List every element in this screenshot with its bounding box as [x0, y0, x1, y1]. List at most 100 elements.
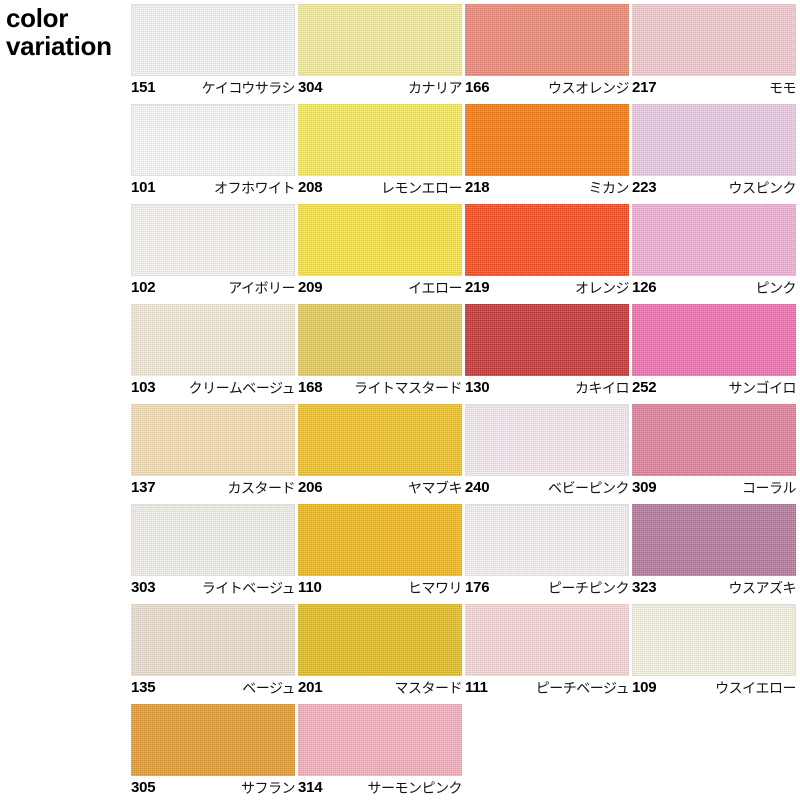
color-swatch-name: クリームベージュ [188, 379, 296, 396]
color-swatch-code: 209 [298, 279, 323, 296]
color-swatch-cell[interactable]: 137 カスタード [131, 404, 295, 497]
color-swatch-code: 219 [465, 279, 490, 296]
color-swatch-cell[interactable]: 168 ライトマスタード [298, 304, 463, 397]
color-swatch-cell[interactable]: 252 サンゴイロ [632, 304, 796, 397]
color-swatch-chip[interactable] [298, 104, 462, 176]
color-swatch-chip[interactable] [131, 4, 295, 76]
color-swatch-cell[interactable]: 126 ピンク [632, 204, 796, 297]
color-swatch-chip[interactable] [298, 204, 462, 276]
color-swatch-cell[interactable]: 109 ウスイエロー [632, 604, 796, 697]
color-swatch-name: ピーチベージュ [535, 679, 630, 696]
color-swatch-name: ウスイエロー [715, 679, 796, 696]
color-swatch-cell[interactable]: 323 ウスアズキ [632, 504, 796, 597]
color-swatch-chip[interactable] [632, 404, 796, 476]
page-title-line-1: color [6, 3, 69, 33]
color-swatch-code: 208 [298, 179, 323, 196]
color-swatch-chip[interactable] [298, 704, 462, 776]
color-swatch-chip[interactable] [465, 504, 629, 576]
color-swatch-chip[interactable] [465, 604, 629, 676]
color-swatch-chip[interactable] [131, 504, 295, 576]
color-swatch-chip[interactable] [298, 604, 462, 676]
color-swatch-name: カキイロ [575, 379, 630, 396]
color-swatch-cell[interactable]: 103 クリームベージュ [131, 304, 296, 397]
color-swatch-name: ベージュ [242, 679, 295, 696]
color-swatch-cell[interactable]: 217 モモ [632, 4, 797, 97]
color-swatch-code: 240 [465, 479, 490, 496]
color-swatch-chip[interactable] [298, 404, 462, 476]
color-swatch-cell[interactable]: 223 ウスピンク [632, 104, 796, 197]
color-swatch-caption: 219 オレンジ [465, 278, 630, 297]
color-swatch-cell[interactable]: 209 イエロー [298, 204, 462, 297]
color-swatch-name: サンゴイロ [728, 379, 797, 396]
color-swatch-cell[interactable]: 130 カキイロ [465, 304, 630, 397]
color-swatch-cell[interactable]: 309 コーラル [632, 404, 797, 497]
color-swatch-chip[interactable] [632, 204, 796, 276]
color-swatch-cell[interactable]: 135 ベージュ [131, 604, 295, 697]
color-swatch-name: ライトベージュ [201, 579, 296, 596]
color-swatch-chip[interactable] [131, 604, 295, 676]
color-swatch-chip[interactable] [632, 504, 796, 576]
color-swatch-name: モモ [769, 79, 797, 96]
color-swatch-chip[interactable] [298, 304, 462, 376]
color-swatch-name: ピーチピンク [548, 579, 630, 596]
color-swatch-code: 304 [298, 79, 323, 96]
color-swatch-caption: 217 モモ [632, 78, 797, 97]
color-swatch-chip[interactable] [131, 304, 295, 376]
color-swatch-cell[interactable]: 101 オフホワイト [131, 104, 296, 197]
color-swatch-chip[interactable] [298, 4, 462, 76]
color-swatch-code: 109 [632, 679, 657, 696]
color-swatch-name: ウスオレンジ [548, 79, 630, 96]
color-swatch-cell[interactable]: 110 ヒマワリ [298, 504, 463, 597]
color-swatch-code: 314 [298, 779, 323, 796]
color-swatch-code: 168 [298, 379, 323, 396]
color-swatch-chip[interactable] [131, 204, 295, 276]
color-swatch-chip[interactable] [632, 304, 796, 376]
color-swatch-name: ベビーピンク [548, 479, 630, 496]
color-swatch-caption: 223 ウスピンク [632, 178, 796, 197]
color-swatch-caption: 201 マスタード [298, 678, 462, 697]
color-swatch-cell[interactable]: 208 レモンエロー [298, 104, 463, 197]
color-swatch-chip[interactable] [632, 4, 796, 76]
color-swatch-cell[interactable]: 314 サーモンピンク [298, 704, 462, 797]
color-swatch-cell[interactable]: 303 ライトベージュ [131, 504, 296, 597]
color-swatch-name: ヒマワリ [408, 579, 463, 596]
color-swatch-code: 201 [298, 679, 323, 696]
color-swatch-cell[interactable]: 304 カナリア [298, 4, 463, 97]
color-swatch-chip[interactable] [465, 204, 629, 276]
color-swatch-caption: 208 レモンエロー [298, 178, 463, 197]
color-swatch-name: マスタード [394, 679, 463, 696]
color-swatch-cell[interactable]: 240 ベビーピンク [465, 404, 630, 497]
color-swatch-cell[interactable]: 206 ヤマブキ [298, 404, 463, 497]
color-swatch-chip[interactable] [632, 104, 796, 176]
color-swatch-cell[interactable]: 111 ピーチベージュ [465, 604, 630, 697]
color-swatch-cell[interactable]: 176 ピーチピンク [465, 504, 630, 597]
color-swatch-chip[interactable] [632, 604, 796, 676]
color-swatch-cell[interactable]: 219 オレンジ [465, 204, 630, 297]
color-swatch-chip[interactable] [465, 4, 629, 76]
color-swatch-cell[interactable]: 218 ミカン [465, 104, 629, 197]
color-swatch-cell[interactable]: 201 マスタード [298, 604, 462, 697]
color-swatch-chip[interactable] [298, 504, 462, 576]
color-swatch-caption: 103 クリームベージュ [131, 378, 296, 397]
color-swatch-code: 135 [131, 679, 156, 696]
color-swatch-caption: 101 オフホワイト [131, 178, 296, 197]
color-swatch-cell[interactable]: 305 サフラン [131, 704, 296, 797]
color-swatch-caption: 111 ピーチベージュ [465, 678, 630, 697]
color-swatch-chip[interactable] [131, 104, 295, 176]
color-swatch-caption: 209 イエロー [298, 278, 462, 297]
color-swatch-code: 102 [131, 279, 156, 296]
color-swatch-chip[interactable] [465, 104, 629, 176]
color-swatch-chip[interactable] [465, 404, 629, 476]
color-swatch-chip[interactable] [465, 304, 629, 376]
color-swatch-code: 218 [465, 179, 490, 196]
color-swatch-caption: 252 サンゴイロ [632, 378, 796, 397]
color-swatch-cell[interactable]: 166 ウスオレンジ [465, 4, 630, 97]
color-swatch-cell[interactable]: 151 ケイコウサラシ [131, 4, 296, 97]
color-swatch-chip[interactable] [131, 704, 295, 776]
color-swatch-cell[interactable]: 102 アイボリー [131, 204, 295, 297]
color-swatch-name: カナリア [408, 79, 463, 96]
color-swatch-name: ウスアズキ [728, 579, 797, 596]
color-swatch-caption: 151 ケイコウサラシ [131, 78, 296, 97]
color-swatch-caption: 305 サフラン [131, 778, 296, 797]
color-swatch-chip[interactable] [131, 404, 295, 476]
